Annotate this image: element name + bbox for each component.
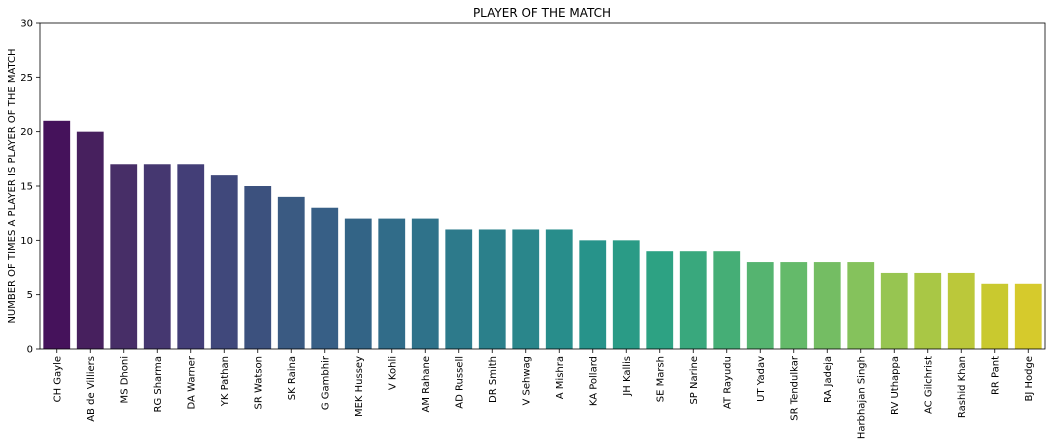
- bar: [478, 229, 506, 349]
- bar: [210, 175, 238, 349]
- x-tick-label: SK Raina: [287, 356, 298, 400]
- bar: [445, 229, 473, 349]
- x-tick-label: AB de Villiers: [86, 356, 97, 422]
- x-tick-label: JH Kallis: [622, 356, 633, 397]
- x-tick-label: SP Narine: [689, 356, 700, 405]
- x-tick-label: AM Rahane: [421, 356, 432, 412]
- bar: [344, 218, 372, 349]
- x-tick-label: UT Yadav: [756, 356, 767, 402]
- y-tick-label: 25: [20, 73, 33, 84]
- x-tick-label: A Mishra: [555, 356, 566, 399]
- x-tick-label: V Kohli: [387, 356, 398, 390]
- bar: [679, 251, 707, 349]
- x-tick-label: Rashid Khan: [957, 356, 968, 418]
- x-tick-label: V Sehwag: [521, 356, 532, 406]
- bar: [713, 251, 741, 349]
- bar: [277, 196, 305, 349]
- x-tick-label: RV Uthappa: [890, 356, 901, 415]
- y-tick-label: 20: [20, 127, 33, 138]
- x-tick-label: CH Gayle: [52, 356, 63, 402]
- bar: [981, 283, 1009, 349]
- x-tick-label: Harbhajan Singh: [856, 356, 867, 439]
- bar: [43, 120, 71, 349]
- bar: [378, 218, 406, 349]
- bar: [244, 186, 272, 349]
- x-tick-label: BJ Hodge: [1024, 356, 1035, 401]
- bar: [545, 229, 573, 349]
- bar: [914, 272, 942, 349]
- bar: [813, 262, 841, 349]
- y-tick-label: 30: [20, 19, 33, 30]
- x-tick-label: DA Warner: [186, 355, 197, 409]
- bar: [411, 218, 439, 349]
- bar: [847, 262, 875, 349]
- x-tick-label: MEK Hussey: [354, 356, 365, 417]
- bars: [43, 120, 1042, 349]
- bar: [612, 240, 640, 349]
- bar: [311, 207, 339, 349]
- x-tick-label: AT Rayudu: [722, 356, 733, 409]
- bar: [746, 262, 774, 349]
- x-tick-label: G Gambhir: [320, 355, 331, 410]
- bar: [177, 164, 205, 349]
- x-tick-label: YK Pathan: [220, 356, 231, 407]
- x-axis: CH Gayle AB de Villiers MS Dhoni RG Sharma D…: [52, 349, 1035, 439]
- bar: [780, 262, 808, 349]
- x-tick-label: RR Pant: [990, 356, 1001, 395]
- x-tick-label: RG Sharma: [153, 356, 164, 413]
- x-tick-label: SE Marsh: [655, 356, 666, 402]
- bar: [1014, 283, 1042, 349]
- bar: [880, 272, 908, 349]
- y-tick-label: 5: [27, 290, 33, 301]
- x-tick-label: KA Pollard: [588, 356, 599, 406]
- y-tick-label: 15: [20, 182, 33, 193]
- x-tick-label: RA Jadeja: [823, 356, 834, 403]
- x-tick-label: MS Dhoni: [119, 356, 130, 403]
- bar: [76, 131, 104, 349]
- bar: [947, 272, 975, 349]
- bar: [512, 229, 540, 349]
- plot-frame: [39, 22, 1046, 350]
- y-tick-label: 0: [27, 345, 33, 356]
- bar: [143, 164, 171, 349]
- x-tick-label: AC Gilchrist: [923, 356, 934, 414]
- x-tick-label: AD Russell: [454, 356, 465, 409]
- y-axis-label: NUMBER OF TIMES A PLAYER IS PLAYER OF TH…: [7, 48, 18, 323]
- x-tick-label: SR Watson: [253, 356, 264, 409]
- y-tick-label: 10: [20, 236, 33, 247]
- bar: [646, 251, 674, 349]
- x-tick-label: DR Smith: [488, 356, 499, 403]
- bar: [579, 240, 607, 349]
- chart-title: PLAYER OF THE MATCH: [473, 6, 611, 20]
- bar: [110, 164, 138, 349]
- x-tick-label: SR Tendulkar: [789, 355, 800, 421]
- y-axis: 0 5 10 15 20 25 30: [20, 19, 40, 356]
